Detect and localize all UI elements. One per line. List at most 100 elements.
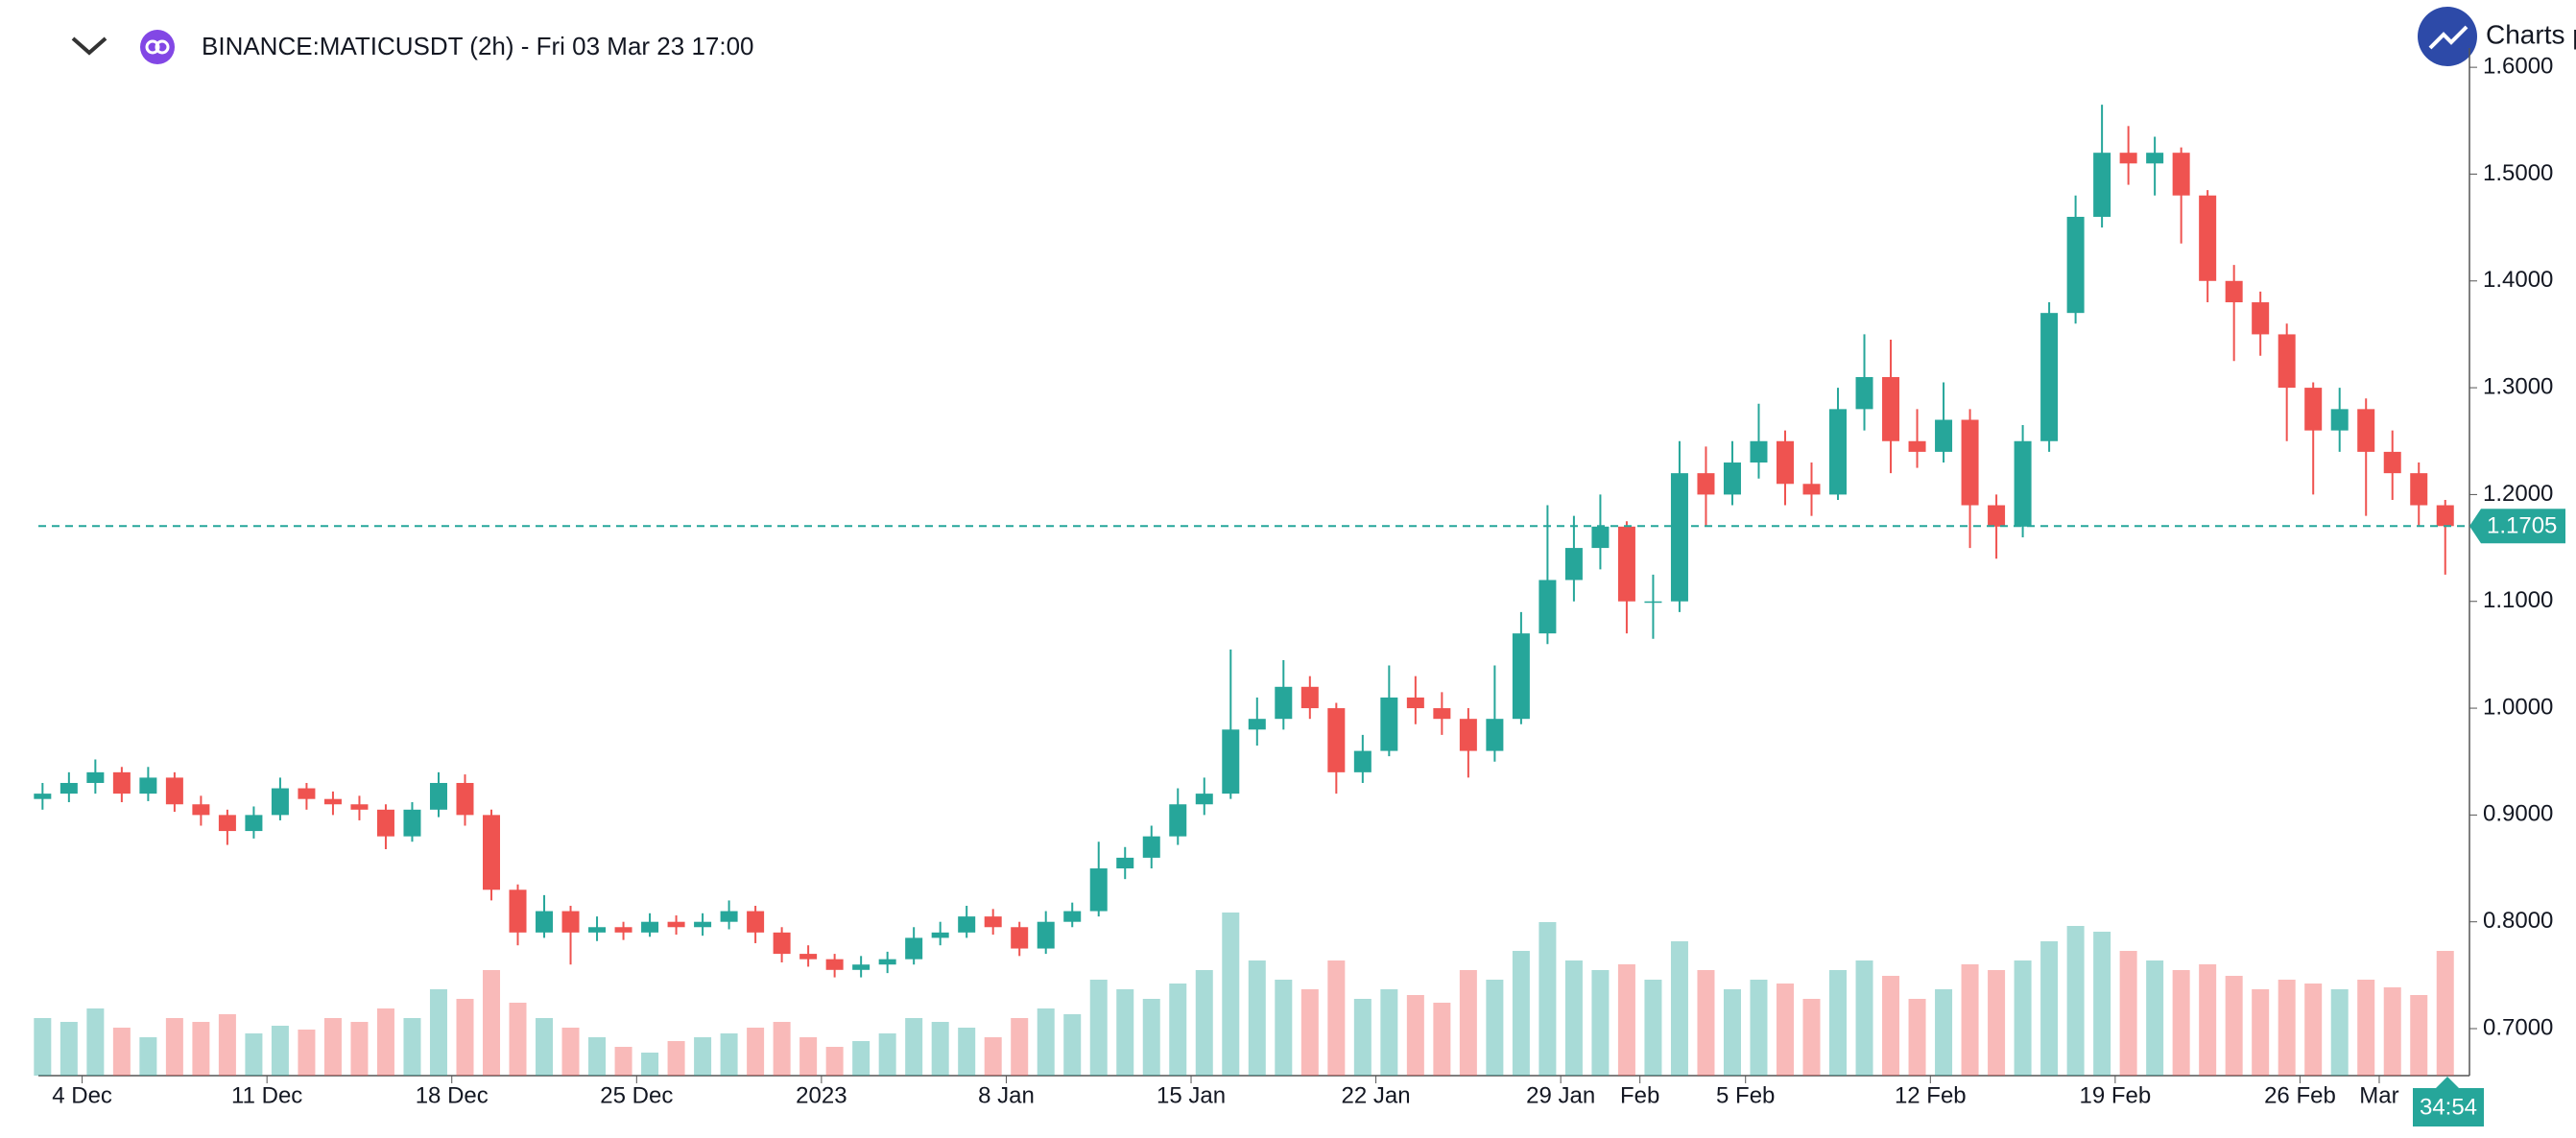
candle-body (2066, 216, 2085, 314)
volume-bar (825, 1047, 844, 1076)
x-tick-label: 25 Dec (600, 1082, 673, 1108)
volume-bar (1011, 1018, 1029, 1076)
x-tick-label: 4 Dec (52, 1082, 112, 1108)
x-tick-label: 18 Dec (416, 1082, 489, 1108)
volume-bar (323, 1018, 342, 1076)
x-tick-label: 19 Feb (2080, 1082, 2152, 1108)
volume-bar (1802, 999, 1821, 1076)
volume-bar (1723, 989, 1741, 1076)
volume-bar (694, 1037, 712, 1076)
candle-body (1433, 708, 1451, 720)
volume-bar (2093, 932, 2111, 1076)
volume-bar (1089, 980, 1108, 1076)
symbol-title: BINANCE:MATICUSDT (2h) - Fri 03 Mar 23 1… (202, 32, 754, 60)
volume-bar (1300, 989, 1319, 1076)
volume-bar (1169, 984, 1187, 1076)
volume-bar (667, 1041, 685, 1076)
volume-bar (1908, 999, 1926, 1076)
volume-bar (2278, 980, 2296, 1076)
volume-bar (429, 989, 447, 1076)
symbol-icon-part (155, 39, 170, 55)
candle-body (1855, 376, 1873, 410)
candle-body (1988, 505, 2006, 527)
volume-bar (747, 1028, 765, 1076)
volume-bar (1697, 970, 1715, 1076)
volume-bar (720, 1033, 738, 1076)
volume-bar (60, 1022, 78, 1076)
volume-bar (2357, 980, 2375, 1076)
candle-body (1406, 697, 1424, 709)
candle-body (614, 927, 632, 933)
candle-body (1486, 719, 1504, 751)
collapse-chevron[interactable] (71, 36, 107, 56)
y-tick-label: 1.6000 (2483, 53, 2553, 79)
volume-bar (2199, 964, 2217, 1076)
y-tick-label: 1.3000 (2483, 373, 2553, 399)
countdown-box (2413, 1088, 2484, 1126)
candle-body (799, 954, 818, 960)
candle-body (667, 921, 685, 928)
candle-body (1037, 921, 1055, 949)
candle-body (60, 782, 78, 794)
candle-body (456, 782, 474, 816)
volume-bar (1248, 960, 1266, 1076)
candle-body (165, 777, 183, 805)
volume-bar (1776, 984, 1794, 1076)
volume-bar (1750, 980, 1768, 1076)
candle-body (694, 921, 712, 928)
candle-body (2146, 153, 2164, 164)
candle-body (561, 911, 580, 933)
candle-body (1459, 719, 1477, 751)
volume-bar (588, 1037, 607, 1076)
last-price-label: 1.1705 (2487, 513, 2557, 539)
candle-body (34, 794, 52, 799)
candle-body (298, 788, 316, 799)
volume-bar (1275, 980, 1293, 1076)
candle-body (192, 804, 210, 816)
volume-bar (536, 1018, 554, 1076)
volume-bar (403, 1018, 421, 1076)
candle-body (2436, 505, 2454, 527)
y-tick-label: 1.0000 (2483, 694, 2553, 720)
candle-body (1011, 927, 1029, 949)
candle-body (1116, 857, 1134, 869)
countdown-pointer (2436, 1077, 2459, 1088)
volume-bar (1406, 995, 1424, 1076)
symbol-icon-part (145, 39, 160, 55)
volume-bar (561, 1028, 580, 1076)
volume-bar (799, 1037, 818, 1076)
candle-body (773, 932, 791, 955)
volume-bar (1380, 989, 1398, 1076)
x-tick-label: 12 Feb (1895, 1082, 1967, 1108)
candle-body (1908, 440, 1926, 452)
candle-body (1829, 409, 1848, 495)
y-tick-label: 0.7000 (2483, 1014, 2553, 1040)
candle-body (1776, 440, 1794, 485)
volume-bar (641, 1053, 659, 1076)
candle-body (139, 777, 157, 794)
volume-bar (456, 999, 474, 1076)
candle-body (1750, 440, 1768, 463)
candle-body (720, 911, 738, 922)
candle-body (852, 964, 871, 970)
y-tick-label: 1.5000 (2483, 160, 2553, 186)
x-tick-label: Mar (2359, 1082, 2398, 1108)
candle-body (1538, 580, 1557, 634)
volume-bar (2040, 941, 2059, 1076)
candle-body (747, 911, 765, 933)
y-tick-label: 1.2000 (2483, 481, 2553, 507)
last-price-tag (2469, 509, 2565, 544)
volume-bar (1855, 960, 1873, 1076)
volume-bar (1538, 922, 1557, 1076)
volume-bar (2330, 989, 2349, 1076)
candle-body (1353, 750, 1371, 772)
candle-body (2252, 302, 2270, 335)
candle-body (825, 959, 844, 970)
volume-bar (2252, 989, 2270, 1076)
volume-bar (614, 1047, 632, 1076)
x-tick-label: 22 Jan (1342, 1082, 1411, 1108)
brand-text[interactable]: Charts p (2486, 19, 2576, 49)
candle-body (429, 782, 447, 810)
volume-bar (1961, 964, 1979, 1076)
